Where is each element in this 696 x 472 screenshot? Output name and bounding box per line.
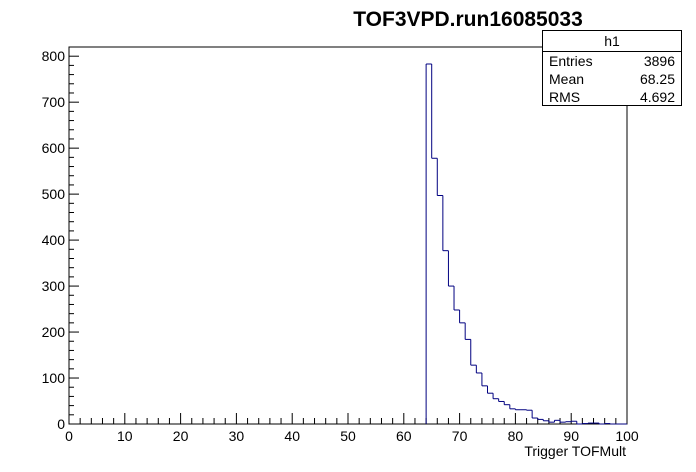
x-tick-label: 70	[452, 428, 468, 444]
stats-entries-label: Entries	[549, 53, 593, 69]
y-axis: 0 100 200 300 400 500 600 700 800	[42, 46, 79, 432]
stats-mean-value: 68.25	[639, 71, 675, 87]
histogram-bins	[425, 63, 627, 425]
y-tick-label: 0	[57, 416, 65, 432]
stats-box: h1 Entries 3896 Mean 68.25 RMS 4.692	[542, 30, 682, 106]
x-tick-label: 0	[65, 428, 73, 444]
x-tick-label: 80	[508, 428, 524, 444]
stats-row-rms: RMS 4.692	[543, 88, 681, 106]
y-tick-label: 200	[42, 324, 66, 340]
stats-mean-label: Mean	[549, 71, 585, 87]
x-tick-label: 50	[340, 428, 356, 444]
stats-entries-value: 3896	[643, 53, 675, 69]
y-tick-label: 100	[42, 370, 66, 386]
x-tick-label: 20	[173, 428, 189, 444]
x-axis: 0 10 20 30 40 50 60 70 80 90 100	[65, 413, 639, 444]
stats-rms-label: RMS	[549, 89, 581, 105]
x-tick-label: 90	[563, 428, 579, 444]
x-tick-label: 10	[117, 428, 133, 444]
x-axis-label: Trigger TOFMult	[524, 443, 626, 459]
stats-histogram-name: h1	[543, 31, 681, 52]
y-tick-label: 700	[42, 94, 66, 110]
y-tick-label: 600	[42, 140, 66, 156]
y-tick-label: 400	[42, 232, 66, 248]
x-tick-label: 40	[284, 428, 300, 444]
x-tick-label: 60	[396, 428, 412, 444]
y-tick-label: 300	[42, 278, 66, 294]
stats-row-entries: Entries 3896	[543, 52, 681, 70]
y-tick-label: 500	[42, 186, 66, 202]
stats-rms-value: 4.692	[639, 89, 675, 105]
y-tick-label: 800	[42, 48, 66, 64]
x-tick-label: 30	[229, 428, 245, 444]
chart-title: TOF3VPD.run16085033	[353, 8, 583, 31]
stats-row-mean: Mean 68.25	[543, 70, 681, 88]
x-tick-label: 100	[615, 428, 639, 444]
